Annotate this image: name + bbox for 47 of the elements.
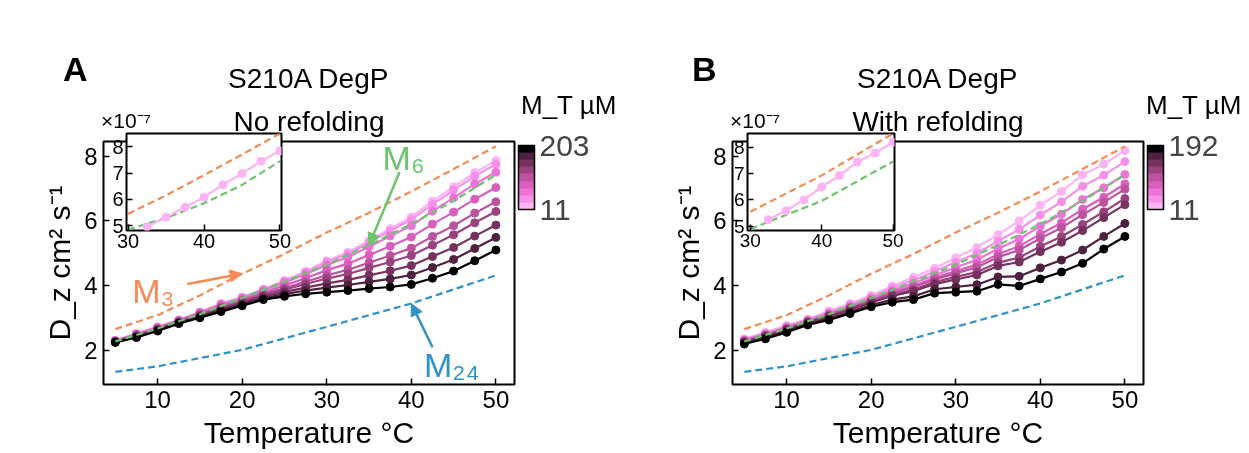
chart-title: S210A DegP	[857, 62, 1018, 94]
x-tick-label: 50	[482, 385, 510, 413]
x-tick-label: 10	[773, 385, 800, 413]
y-tick-label: 4	[84, 272, 98, 300]
series-label: M₂₄	[424, 346, 480, 385]
x-axis-title: Temperature °C	[832, 415, 1044, 449]
text: ×10⁻⁷	[730, 109, 781, 133]
y-tick-label: 6	[713, 207, 727, 235]
x-tick-label: 50	[1111, 385, 1139, 413]
x-tick-label: 30	[942, 385, 970, 413]
y-tick-label: 7	[733, 163, 745, 185]
x-tick-label: 20	[228, 385, 256, 413]
y-tick-label: 8	[84, 142, 98, 170]
x-tick-label: 30	[313, 385, 341, 413]
y-tick-label: 4	[713, 272, 727, 300]
y-axis-title: D_z cm² s⁻¹	[672, 185, 706, 341]
color-bar-label: 11	[539, 192, 571, 226]
color-bar-label: 11	[1168, 192, 1200, 226]
chart-subtitle: With refolding	[852, 105, 1024, 137]
y-tick-label: 2	[84, 336, 98, 364]
x-axis-title: Temperature °C	[203, 415, 415, 449]
y-tick-label: 6	[84, 207, 98, 235]
color-bar-label: 192	[1168, 128, 1219, 162]
x-tick-label: 50	[882, 229, 904, 251]
y-tick-label: 6	[112, 188, 124, 211]
x-tick-label: 40	[192, 229, 216, 252]
x-tick-label: 50	[268, 229, 292, 252]
color-bar-label: 203	[539, 128, 590, 162]
y-tick-label: 8	[713, 142, 727, 170]
chart-subtitle: No refolding	[233, 105, 385, 137]
text: A	[63, 50, 88, 89]
color-bar-title: M_T µM	[1146, 90, 1242, 120]
y-tick-label: 2	[713, 336, 727, 364]
y-tick-label: 6	[733, 189, 745, 211]
x-tick-label: 20	[857, 385, 885, 413]
text: B	[692, 50, 717, 89]
x-tick-label: 40	[397, 385, 425, 413]
x-tick-label: 40	[811, 229, 833, 251]
series-label: M₆	[382, 138, 425, 177]
chart-title: S210A DegP	[228, 62, 389, 94]
x-tick-label: 10	[144, 385, 171, 413]
text: ×10⁻⁷	[101, 109, 152, 133]
x-tick-label: 40	[1026, 385, 1054, 413]
series-label: M₃	[132, 271, 175, 310]
color-bar-title: M_T µM	[521, 90, 617, 120]
y-axis-title: D_z cm² s⁻¹	[43, 185, 77, 341]
y-tick-label: 7	[112, 162, 124, 185]
